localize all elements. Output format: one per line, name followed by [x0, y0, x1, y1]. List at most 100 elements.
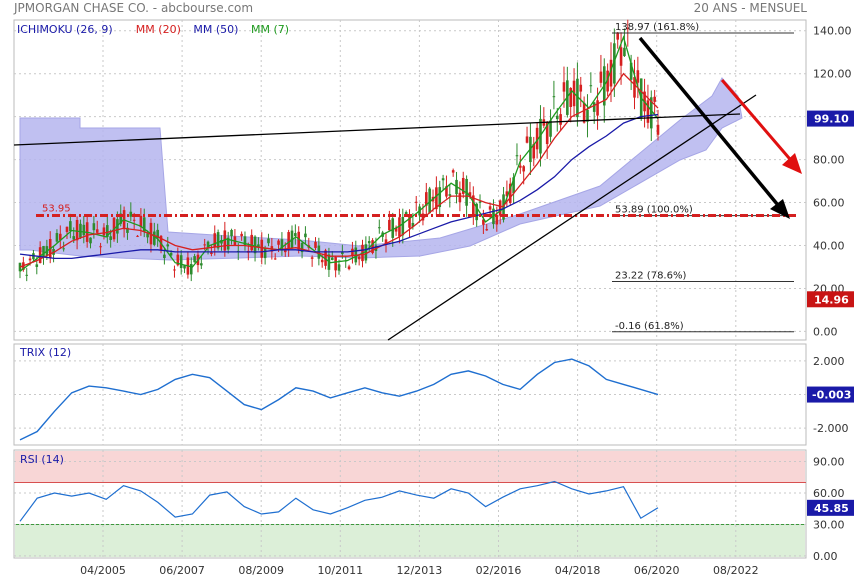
candle-body [310, 257, 314, 259]
candle-body [629, 62, 633, 80]
candle-body [75, 219, 79, 241]
candle-body [398, 217, 401, 237]
candle-body [136, 235, 139, 237]
y-tick-label: 80.00 [813, 154, 845, 167]
candle-body [515, 155, 519, 157]
candle-body [55, 233, 59, 242]
y-tick-label: 120.00 [813, 68, 852, 81]
candle-body [599, 71, 603, 83]
candle-body [525, 136, 529, 143]
chart-title: JPMORGAN CHASE CO. - abcbourse.com [14, 1, 254, 15]
x-tick-label: 06/2007 [159, 564, 205, 577]
candle-body [532, 143, 536, 159]
projection-arrow-red [720, 79, 797, 166]
candle-body [99, 246, 102, 248]
candle-body [129, 211, 133, 217]
support-label: 53.95 [42, 204, 71, 215]
rsi-tick-label: 0.00 [813, 550, 838, 563]
candle-body [210, 252, 213, 254]
candle-body [388, 219, 391, 231]
candle-body [522, 166, 525, 172]
candle-body [193, 256, 196, 263]
candle-body [330, 257, 334, 260]
candle-body [337, 264, 341, 271]
price-badge-label: 14.96 [814, 293, 849, 306]
trendline-support [387, 94, 757, 341]
candle-body [243, 236, 247, 246]
candle-body [58, 233, 62, 241]
candle-body [555, 115, 559, 120]
projection-arrow-black [638, 36, 784, 212]
candle-body [253, 236, 257, 254]
candle-body [257, 244, 260, 248]
candle-body [559, 114, 562, 125]
x-tick-label: 08/2009 [238, 564, 284, 577]
candle-body [341, 252, 344, 255]
legend-entry: MM (50) [193, 23, 238, 36]
candle-body [200, 263, 203, 266]
candle-body [535, 127, 539, 150]
candle-body [277, 240, 280, 245]
candle-body [609, 59, 613, 87]
candle-body [569, 88, 572, 107]
candle-body [226, 237, 230, 250]
candle-body [139, 215, 143, 228]
candle-body [579, 84, 583, 92]
candle-body [552, 96, 556, 98]
x-tick-label: 10/2011 [317, 564, 363, 577]
series-line-mm50 [19, 113, 659, 260]
candle-body [324, 250, 327, 266]
candle-body [411, 222, 415, 227]
x-tick-label: 08/2022 [713, 564, 759, 577]
candle-body [89, 237, 92, 244]
candle-body [273, 258, 277, 260]
candle-body [169, 252, 173, 256]
candle-body [334, 257, 337, 271]
x-tick-label: 04/2018 [555, 564, 601, 577]
candle-body [240, 233, 243, 237]
candle-body [213, 233, 217, 248]
candle-body [458, 192, 462, 203]
candle-body [82, 224, 86, 236]
candle-body [230, 229, 233, 237]
trix-title: TRIX (12) [19, 346, 71, 359]
rsi-line [19, 480, 659, 522]
rsi-badge-label: 45.85 [814, 502, 849, 515]
candle-body [478, 201, 482, 203]
candle-body [472, 195, 475, 216]
candle-body [142, 217, 146, 232]
candle-body [102, 227, 106, 236]
candle-body [153, 231, 156, 245]
candle-body [461, 177, 465, 194]
x-tick-label: 12/2013 [397, 564, 443, 577]
candle-body [408, 215, 411, 228]
candle-body [619, 47, 623, 66]
candle-body [488, 206, 492, 210]
candle-body [62, 248, 65, 250]
candle-body [438, 187, 442, 208]
trix-tick-label: 2.000 [813, 355, 845, 368]
candle-body [351, 248, 354, 257]
price-badge [807, 110, 854, 127]
candle-body [613, 43, 616, 84]
candle-body [606, 70, 609, 92]
rsi-overbought-zone [15, 451, 805, 483]
legend-entry: MM (20) [136, 23, 181, 36]
candle-body [132, 219, 136, 221]
candle-body [649, 97, 653, 129]
candle-body [592, 102, 596, 112]
candle-body [367, 241, 371, 244]
rsi-tick-label: 30.00 [813, 518, 845, 531]
candle-body [425, 192, 428, 206]
candle-body [441, 178, 445, 181]
candle-body [314, 241, 317, 248]
candle-body [512, 177, 515, 194]
trendline-upper [13, 113, 741, 146]
rsi-badge [807, 499, 854, 516]
candle-body [428, 188, 431, 214]
fib-level-label: 138.97 (161.8%) [615, 22, 699, 33]
projection-arrowhead-red [782, 153, 802, 174]
candle-body [300, 243, 304, 253]
candle-body [596, 100, 599, 116]
x-tick-label: 06/2020 [634, 564, 680, 577]
